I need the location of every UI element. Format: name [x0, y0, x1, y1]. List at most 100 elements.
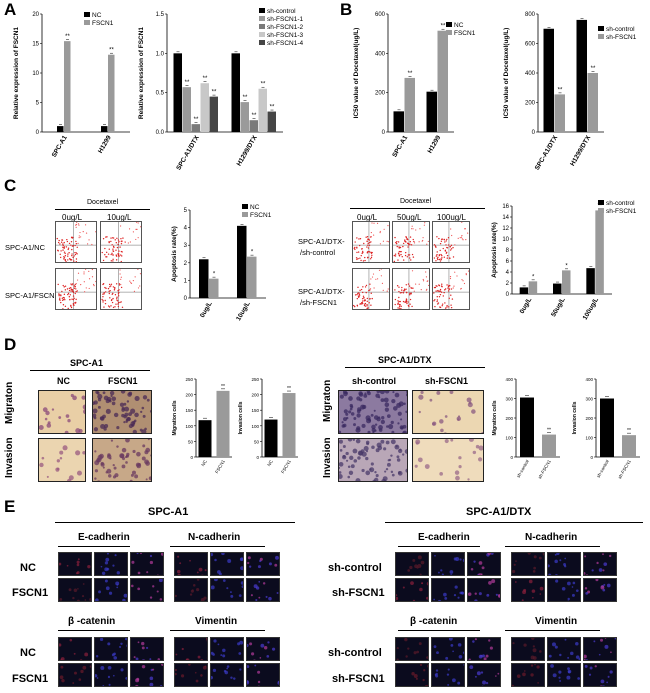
flow-left-1-0-dot-31 — [64, 305, 67, 308]
micro-right-inv-shfscn1-cell-2 — [467, 478, 470, 481]
flow-left-1-0-dot-4 — [72, 303, 75, 305]
micro-right-mig-shctl-cell-88 — [356, 426, 361, 431]
if-right-top-shfscn1-4-c7 — [575, 589, 579, 593]
flow-left-1-1-dot-28 — [107, 305, 110, 307]
flow-left-1-1-dot-5 — [117, 289, 119, 292]
c1-xtick-0: 0ug/L — [199, 300, 214, 319]
if-right-bot-shfscn1-0-c3 — [427, 664, 428, 668]
micro-left-inv-fscn1-cell-5 — [132, 449, 136, 454]
flow-right-0-1-dot-53 — [407, 242, 410, 245]
micro-right-inv-shctl-cell-37 — [383, 447, 387, 451]
if-right-top-shfscn1-4-c0 — [572, 581, 576, 585]
micro-right-mig-shctl-cell-18 — [386, 425, 389, 428]
e-left-row-1: FSCN1 — [12, 587, 49, 599]
micro-right-mig-shfscn1-cell-0 — [418, 394, 424, 400]
if-right-bot-shfscn1-2-c7 — [485, 681, 489, 685]
a2-sig-1-2: ** — [252, 113, 257, 119]
flow-right-0-1-dot-44 — [394, 236, 396, 239]
flow-left-0-0-dot-b8 — [88, 239, 90, 241]
c-right-docetaxel: Docetaxel — [400, 198, 432, 205]
c-left-line — [55, 209, 150, 210]
flow-right-1-0-dot-b7 — [382, 289, 384, 291]
micro-left-inv-fscn1-cell-1 — [134, 474, 139, 479]
if-right-bot-shctl-0 — [395, 637, 429, 661]
flow-right-1-1-dot-44 — [398, 290, 400, 293]
flow-right-0-2-dot-49 — [440, 240, 443, 242]
micro-right-inv-shctl-cell-65 — [342, 444, 346, 448]
micro-left-inv-nc-cell-12 — [56, 467, 60, 471]
micro-right-inv-shctl-cell-13 — [361, 468, 365, 473]
if-left-top-fscn1-5-c2 — [276, 592, 279, 595]
micro-left-mig-fscn1-cell-59 — [103, 427, 107, 431]
flow-right-0-2-dot-38 — [450, 248, 453, 250]
flow-right-0-1-dot-b6 — [427, 240, 429, 243]
flow-left-0-1-dot-b4 — [136, 222, 138, 223]
d3-ytick-label-4: 400 — [505, 377, 513, 382]
if-right-bot-shfscn1-4-c8 — [558, 676, 561, 679]
if-right-bot-shctl-2-c3 — [488, 639, 491, 642]
flow-left-1-1-dot-27 — [102, 299, 104, 302]
flow-left-0-0-dot-3 — [68, 252, 70, 254]
if-right-top-shctl-1-c7 — [434, 554, 436, 557]
d2-sig-1: ** — [287, 386, 291, 392]
flow-right-1-0-dot-53 — [365, 291, 367, 294]
if-right-bot-shfscn1-0-c4 — [419, 664, 423, 666]
if-right-top-shfscn1-4 — [547, 578, 581, 602]
if-right-top-shfscn1-4-c3 — [561, 586, 566, 591]
if-right-top-shfscn1-0-c5 — [402, 586, 405, 589]
if-left-top-fscn1-3-svg — [175, 579, 207, 601]
flow-left-1-0-dot-b2 — [83, 281, 85, 283]
flow-left-1-0-dot-61 — [60, 295, 62, 297]
micro-left-mig-fscn1-cell-24 — [134, 395, 140, 402]
d4-bar-0 — [600, 398, 614, 457]
d3-ytick-label-2: 200 — [505, 416, 513, 421]
if-right-top-shctl-1-c3 — [441, 573, 444, 575]
if-left-bot-nc-4-c8 — [212, 653, 215, 656]
flow-left-0-0-dot-1 — [62, 249, 64, 251]
if-right-bot-shfscn1-2-svg — [469, 665, 500, 686]
if-right-top-shctl-4-c7 — [564, 557, 567, 560]
if-left-bot-nc-1 — [94, 637, 128, 661]
b1-ytick-label-2: 400 — [375, 51, 386, 57]
d-left-col-0: NC — [57, 376, 70, 386]
if-right-bot-shctl-2-c4 — [489, 646, 493, 650]
if-left-top-nc-5-c8 — [259, 557, 263, 561]
flow-right-1-2-dot-31 — [437, 290, 439, 292]
flow-left-0-0-dot-67 — [76, 253, 78, 255]
if-right-bot-shfscn1-1-c4 — [447, 683, 450, 686]
if-right-top-shctl-5-c0 — [602, 553, 604, 556]
flow-right-1-1-dot-7 — [407, 283, 410, 285]
if-right-top-shfscn1-2-c7 — [474, 592, 477, 595]
flow-right-0-2-dot-30 — [441, 238, 444, 240]
if-right-bot-shctl-4-c3 — [575, 642, 579, 646]
micro-left-mig-fscn1-cell-30 — [111, 401, 116, 406]
if-right-bot-shctl-2-c7 — [468, 658, 471, 660]
if-left-top-nc-5-c7 — [274, 563, 278, 567]
micro-right-mig-shctl-cell-71 — [362, 404, 367, 410]
micro-left-mig-fscn1-cell-31 — [105, 408, 111, 414]
if-right-bot-shfscn1-4-c0 — [552, 673, 557, 678]
micro-right-mig-shfscn1-cell-15 — [420, 391, 424, 395]
if-left-top-fscn1-2-c3 — [161, 601, 164, 602]
flow-left-0-1-dot-40 — [119, 254, 122, 256]
micro-left-mig-fscn1-cell-58 — [111, 396, 117, 402]
flow-right-0-2-svg — [433, 222, 469, 262]
if-left-bot-fscn1-4 — [210, 663, 244, 687]
flow-right-1-2-dot-b8 — [460, 287, 462, 290]
micro-left-inv-fscn1-svg — [94, 439, 151, 481]
micro-right-mig-shctl-cell-74 — [397, 411, 402, 416]
flow-left-0-0-dot-29 — [60, 241, 63, 243]
flow-right-0-1-dot-17 — [398, 246, 400, 248]
micro-right-inv-shctl-cell-24 — [370, 462, 374, 466]
a2-legend-swatch-1 — [259, 16, 265, 21]
flow-right-1-1-dot-b2 — [411, 270, 414, 272]
flow-right-1-0-dot-b10 — [370, 278, 372, 280]
micro-left-mig-fscn1-cell-67 — [97, 394, 103, 400]
flow-right-1-2-dot-24 — [450, 306, 453, 309]
flow-right-1-2-dot-b3 — [465, 274, 467, 276]
flow-right-1-2-dot-4 — [434, 305, 436, 308]
flow-right-0-2-dot-6 — [446, 257, 448, 259]
